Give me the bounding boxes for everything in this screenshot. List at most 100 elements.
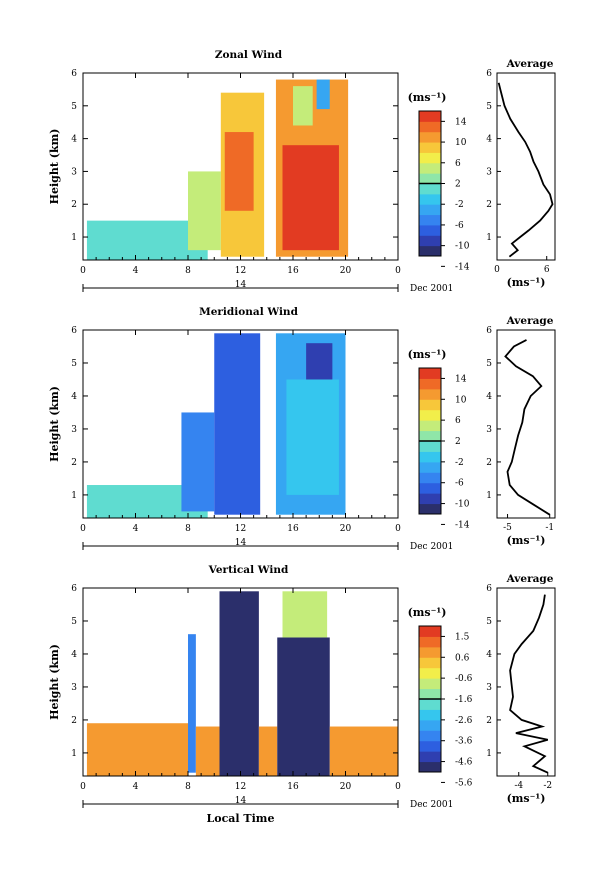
colorbar-swatch <box>419 482 441 494</box>
profile-x-tick-label: 0 <box>494 265 500 275</box>
y-tick-label: 5 <box>71 359 77 369</box>
profile-y-tick-label: 4 <box>486 650 492 660</box>
data-block <box>286 379 339 495</box>
colorbar-swatch <box>419 472 441 484</box>
colorbar-swatch <box>419 730 441 742</box>
colorbar-swatch <box>419 503 441 515</box>
colorbar-swatch <box>419 214 441 226</box>
profile-x-tick-label: -4 <box>514 781 523 791</box>
colorbar-swatch <box>419 245 441 257</box>
y-tick-label: 6 <box>71 326 77 336</box>
colorbar-swatch <box>419 699 441 710</box>
colorbar-swatch <box>419 111 441 122</box>
data-block <box>282 591 328 638</box>
colorbar-swatch <box>419 193 441 205</box>
colorbar-swatch <box>419 152 441 164</box>
panel-title: Vertical Wind <box>208 564 289 576</box>
profile-x-tick-label: -2 <box>543 781 552 791</box>
y-tick-label: 3 <box>71 167 77 177</box>
colorbar-swatch <box>419 441 441 452</box>
y-tick-label: 4 <box>71 392 77 402</box>
profile-title: Average <box>506 58 554 70</box>
colorbar-swatch <box>419 646 441 658</box>
data-block <box>188 634 196 773</box>
colorbar-tick-label: -6 <box>455 221 464 231</box>
data-block <box>188 171 221 251</box>
colorbar-swatch <box>419 162 441 174</box>
colorbar-swatch <box>419 688 441 700</box>
colorbar-tick-label: -14 <box>455 520 470 530</box>
y-tick-label: 1 <box>71 749 77 759</box>
colorbar-swatch <box>419 173 441 184</box>
colorbar-swatch <box>419 761 441 773</box>
profile-x-tick-label: 6 <box>544 265 550 275</box>
date-label: 14 <box>235 796 247 806</box>
x-tick-label: 20 <box>340 524 352 534</box>
profile-y-tick-label: 3 <box>486 425 492 435</box>
colorbar-tick-label: -14 <box>455 262 470 272</box>
colorbar-tick-label: 0.6 <box>455 653 470 663</box>
y-tick-label: 2 <box>71 716 77 726</box>
data-block <box>329 726 398 776</box>
colorbar-swatch <box>419 678 441 690</box>
x-tick-label: 0 <box>80 524 86 534</box>
data-block <box>214 333 261 515</box>
profile-y-tick-label: 5 <box>486 102 492 112</box>
x-tick-label: 0 <box>80 782 86 792</box>
profile-y-tick-label: 6 <box>486 69 492 79</box>
profile-y-tick-label: 4 <box>486 135 492 145</box>
colorbar-swatch <box>419 420 441 432</box>
profile-y-tick-label: 6 <box>486 584 492 594</box>
colorbar-swatch <box>419 740 441 752</box>
colorbar-swatch <box>419 204 441 216</box>
month-label: Dec 2001 <box>410 542 453 552</box>
month-label: Dec 2001 <box>410 284 453 294</box>
x-tick-label: 20 <box>340 782 352 792</box>
y-axis-label: Height (km) <box>48 644 61 720</box>
profile-title: Average <box>506 315 554 327</box>
data-block <box>195 726 220 776</box>
x-tick-label: 12 <box>235 782 246 792</box>
x-tick-label: 0 <box>395 782 401 792</box>
colorbar-tick-label: 6 <box>455 416 461 426</box>
colorbar-tick-label: 1.5 <box>455 632 470 642</box>
colorbar-tick-label: 10 <box>455 138 467 148</box>
colorbar-swatch <box>419 121 441 133</box>
profile-y-tick-label: 1 <box>486 233 492 243</box>
data-block <box>282 145 339 251</box>
profile-y-tick-label: 1 <box>486 491 492 501</box>
colorbar-tick-label: -2.6 <box>455 716 473 726</box>
y-tick-label: 2 <box>71 200 77 210</box>
profile-y-tick-label: 1 <box>486 749 492 759</box>
colorbar-tick-label: -4.6 <box>455 758 473 768</box>
y-tick-label: 5 <box>71 102 77 112</box>
colorbar-tick-label: -10 <box>455 242 470 252</box>
colorbar-tick-label: 14 <box>455 117 467 127</box>
profile-y-tick-label: 6 <box>486 326 492 336</box>
profile-y-tick-label: 5 <box>486 617 492 627</box>
profile-frame <box>496 72 556 261</box>
data-block <box>224 132 254 211</box>
profile-title: Average <box>506 573 554 585</box>
profile-x-label: (ms⁻¹) <box>507 792 546 805</box>
x-tick-label: 4 <box>133 266 139 276</box>
x-tick-label: 8 <box>185 524 191 534</box>
data-block <box>316 79 330 110</box>
colorbar-tick-label: -0.6 <box>455 674 473 684</box>
panel-title: Zonal Wind <box>215 49 283 61</box>
colorbar-swatch <box>419 388 441 400</box>
x-tick-label: 16 <box>287 266 299 276</box>
data-block <box>219 591 259 776</box>
colorbar-swatch <box>419 461 441 473</box>
y-tick-label: 3 <box>71 425 77 435</box>
x-tick-label: 4 <box>133 524 139 534</box>
y-tick-label: 4 <box>71 135 77 145</box>
x-tick-label: 0 <box>395 266 401 276</box>
colorbar-swatch <box>419 657 441 669</box>
y-tick-label: 6 <box>71 69 77 79</box>
colorbar-unit: (ms⁻¹) <box>408 348 447 361</box>
colorbar-swatch <box>419 493 441 505</box>
x-tick-label: 12 <box>235 266 246 276</box>
data-block <box>86 220 208 260</box>
